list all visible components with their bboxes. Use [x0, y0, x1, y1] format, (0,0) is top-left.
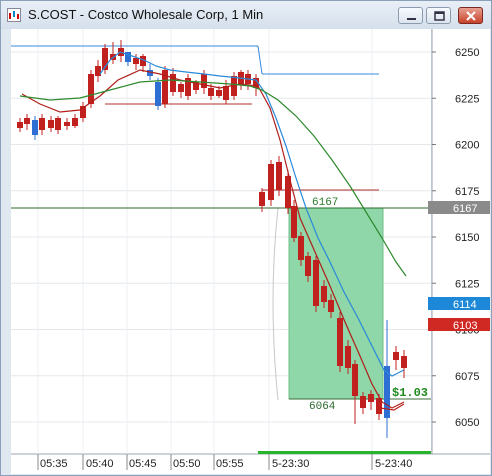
- time-axis-label: 05:40: [86, 458, 114, 470]
- candle-up[interactable]: [147, 70, 153, 76]
- price-axis-label: 6250: [455, 47, 479, 59]
- trade-zone[interactable]: [288, 207, 384, 400]
- candle-down[interactable]: [401, 356, 407, 368]
- price-axis-label: 6125: [455, 278, 479, 290]
- price-axis-label: 6175: [455, 186, 479, 198]
- price-tag-blue: 6114: [453, 299, 477, 311]
- time-axis-panel: [11, 454, 490, 474]
- candle-down[interactable]: [216, 90, 222, 96]
- chart-app-icon: [7, 8, 21, 22]
- candle-down[interactable]: [231, 76, 237, 96]
- candle-down[interactable]: [95, 66, 101, 76]
- candle-up[interactable]: [32, 120, 38, 135]
- price-tag-red: 6103: [453, 320, 477, 332]
- time-axis-label: 05:55: [216, 458, 244, 470]
- maximize-icon: [434, 11, 445, 21]
- entry-price-label: 6167: [312, 197, 338, 209]
- candle-up[interactable]: [125, 52, 131, 62]
- candle-down[interactable]: [208, 88, 214, 96]
- candle-down[interactable]: [80, 106, 86, 118]
- ema-red-tail: [379, 403, 405, 411]
- price-axis-label: 6225: [455, 93, 479, 105]
- candle-down[interactable]: [337, 318, 343, 366]
- price-tag-red-bg: [428, 318, 490, 331]
- candle-down[interactable]: [201, 74, 207, 88]
- candle-down[interactable]: [24, 118, 30, 124]
- session-bar: [258, 451, 431, 454]
- profit-label: $1.03: [392, 386, 428, 400]
- time-axis-label: 5-23:30: [272, 458, 309, 470]
- candle-down[interactable]: [48, 120, 54, 128]
- candle-down[interactable]: [285, 176, 291, 208]
- price-axis-label: 6075: [455, 371, 479, 383]
- candle-down[interactable]: [259, 192, 265, 206]
- candle-down[interactable]: [328, 300, 334, 312]
- candle-down[interactable]: [170, 74, 176, 92]
- candle-down[interactable]: [393, 352, 399, 360]
- price-tag-gray: 6167: [453, 203, 477, 215]
- candle-down[interactable]: [276, 162, 282, 190]
- ema-fast-line: [99, 51, 405, 377]
- price-axis-label: 6200: [455, 140, 479, 152]
- candle-down[interactable]: [376, 398, 382, 414]
- candle-down[interactable]: [178, 84, 184, 92]
- candle-down[interactable]: [321, 286, 327, 302]
- window-title: S.COST - Costco Wholesale Corp, 1 Min: [28, 7, 264, 22]
- candle-down[interactable]: [298, 236, 304, 260]
- time-axis-label: 05:45: [129, 458, 157, 470]
- price-axis-label: 6050: [455, 417, 479, 429]
- candle-down[interactable]: [133, 58, 139, 64]
- ema-red-line: [21, 69, 405, 409]
- minimize-button[interactable]: [398, 7, 423, 24]
- candle-down[interactable]: [268, 164, 274, 200]
- maximize-button[interactable]: [426, 7, 451, 24]
- time-axis-label: 5-23:40: [375, 458, 412, 470]
- candle-down[interactable]: [352, 364, 358, 396]
- candle-down[interactable]: [185, 78, 191, 96]
- close-icon: [466, 11, 476, 21]
- candle-down[interactable]: [39, 118, 45, 130]
- candle-down[interactable]: [64, 122, 70, 126]
- candle-down[interactable]: [253, 78, 259, 88]
- candle-down[interactable]: [55, 118, 61, 130]
- minimize-icon: [407, 18, 416, 20]
- candle-down[interactable]: [72, 118, 78, 126]
- candle-down[interactable]: [368, 394, 374, 402]
- blue-level-step: [257, 45, 263, 75]
- time-axis-label: 05:50: [173, 458, 201, 470]
- price-axis-label: 6150: [455, 232, 479, 244]
- candle-down[interactable]: [291, 206, 297, 238]
- candle-down[interactable]: [17, 122, 23, 128]
- ema-slow-line: [19, 79, 407, 277]
- candle-down[interactable]: [140, 56, 146, 66]
- candle-down[interactable]: [223, 86, 229, 100]
- candle-up[interactable]: [155, 82, 161, 106]
- price-tag-gray-bg: [428, 201, 490, 214]
- candle-down[interactable]: [162, 70, 168, 104]
- price-axis-panel: [432, 29, 490, 454]
- candle-down[interactable]: [305, 256, 311, 276]
- time-axis-label: 05:35: [40, 458, 68, 470]
- candle-down[interactable]: [360, 396, 366, 408]
- candle-down[interactable]: [88, 74, 94, 104]
- exit-price-label: 6064: [309, 401, 336, 413]
- candle-down[interactable]: [193, 82, 199, 90]
- candle-down[interactable]: [102, 48, 108, 70]
- title-bar[interactable]: S.COST - Costco Wholesale Corp, 1 Min: [1, 1, 491, 29]
- candle-up[interactable]: [384, 366, 390, 418]
- trade-curve: [272, 207, 279, 401]
- candle-down[interactable]: [345, 346, 351, 368]
- close-button[interactable]: [458, 7, 483, 24]
- price-tag-blue-bg: [428, 297, 490, 310]
- candle-down[interactable]: [313, 260, 319, 306]
